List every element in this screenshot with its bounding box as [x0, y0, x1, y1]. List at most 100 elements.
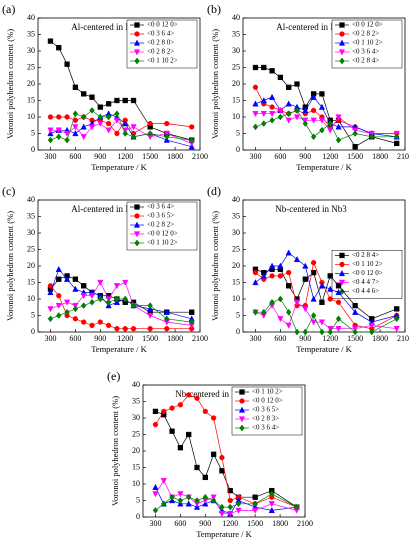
- y-tick-label: 40: [27, 195, 35, 204]
- y-tick-label: 15: [232, 95, 240, 104]
- legend-label: <0 2 8 4>: [352, 57, 379, 65]
- x-tick-label: 1500: [247, 519, 263, 528]
- marker: [88, 124, 96, 131]
- x-tick-label: 300: [149, 519, 161, 528]
- y-axis-label: Voronoi polyhedron content (%): [110, 396, 120, 506]
- legend-label: <0 2 8 0>: [147, 39, 174, 47]
- panel: (d) 0 5 10 15 20 25 30 35 40 300 600 900 1200 1500 1800…: [207, 184, 409, 354]
- marker: [302, 106, 309, 114]
- marker: [114, 326, 120, 332]
- x-tick-label: 1800: [167, 334, 183, 343]
- marker: [72, 285, 79, 292]
- series-line: [155, 411, 297, 508]
- legend-marker: [133, 49, 141, 56]
- legend-marker: [134, 31, 140, 37]
- marker: [393, 326, 400, 333]
- marker: [269, 68, 275, 74]
- marker: [310, 295, 317, 302]
- panel-label: (b): [207, 2, 221, 16]
- marker: [72, 84, 79, 90]
- y-tick-label: 25: [232, 62, 240, 71]
- y-tick-label: 30: [232, 228, 240, 237]
- marker: [147, 302, 153, 310]
- series-line: [50, 40, 192, 141]
- marker: [394, 306, 400, 312]
- x-tick-label: 1800: [272, 519, 288, 528]
- x-tick-label: 1200: [117, 334, 133, 343]
- marker: [352, 308, 359, 315]
- marker: [210, 451, 217, 457]
- legend-marker: [134, 239, 140, 247]
- marker: [105, 322, 112, 329]
- marker: [63, 299, 71, 306]
- x-tick-label: 2100: [397, 334, 409, 343]
- marker: [252, 494, 258, 500]
- marker: [310, 260, 317, 266]
- chart-title: Nb-centered in Nb6: [175, 389, 247, 399]
- marker: [80, 293, 87, 300]
- marker: [186, 431, 192, 438]
- panel: (e) 0 5 10 15 20 25 30 35 40 300 600 900 1200 1500 1800…: [107, 369, 313, 539]
- marker: [219, 454, 225, 461]
- marker: [114, 130, 120, 137]
- y-tick-label: 20: [27, 79, 35, 88]
- marker: [302, 328, 309, 336]
- y-tick-label: 20: [232, 79, 240, 88]
- marker: [335, 136, 342, 144]
- legend-marker: [338, 49, 346, 56]
- y-tick-label: 30: [132, 413, 140, 422]
- marker: [185, 500, 192, 507]
- y-tick-label: 25: [132, 429, 140, 438]
- marker: [268, 506, 275, 514]
- y-tick-label: 0: [236, 327, 240, 336]
- y-tick-label: 10: [232, 294, 240, 303]
- marker: [252, 64, 259, 71]
- marker: [88, 293, 96, 300]
- marker: [185, 493, 192, 501]
- marker: [335, 288, 342, 296]
- series-line: [155, 479, 297, 515]
- legend-marker: [134, 22, 140, 28]
- marker: [252, 84, 259, 90]
- marker: [202, 493, 209, 501]
- marker: [319, 126, 325, 134]
- panel-label: (a): [2, 2, 15, 16]
- x-tick-label: 300: [249, 152, 261, 161]
- marker: [55, 302, 62, 310]
- marker: [318, 103, 326, 110]
- marker: [122, 97, 128, 104]
- chart-title: Al-centered in Nb6: [71, 204, 141, 214]
- marker: [164, 133, 170, 141]
- y-tick-label: 20: [132, 446, 140, 455]
- marker: [122, 295, 128, 303]
- marker: [335, 315, 342, 323]
- marker: [147, 120, 153, 127]
- y-tick-label: 0: [136, 512, 140, 521]
- x-tick-label: 2100: [397, 152, 409, 161]
- marker: [318, 282, 326, 289]
- marker: [268, 501, 275, 508]
- marker: [235, 507, 242, 514]
- panel-label: (c): [2, 184, 15, 198]
- x-tick-label: 1500: [347, 152, 363, 161]
- y-tick-label: 10: [27, 112, 35, 121]
- marker: [47, 127, 54, 134]
- marker: [261, 120, 267, 128]
- x-tick-label: 2100: [192, 334, 208, 343]
- marker: [63, 275, 71, 282]
- y-tick-label: 0: [236, 145, 240, 154]
- y-tick-label: 10: [27, 294, 35, 303]
- x-tick-label: 1200: [222, 519, 238, 528]
- marker: [269, 298, 275, 306]
- marker: [80, 302, 87, 310]
- marker: [97, 104, 103, 110]
- marker: [327, 285, 334, 292]
- marker: [177, 445, 184, 451]
- marker: [114, 295, 120, 303]
- marker: [286, 269, 292, 276]
- marker: [169, 493, 175, 501]
- marker: [319, 91, 325, 97]
- marker: [56, 114, 62, 120]
- marker: [285, 322, 292, 329]
